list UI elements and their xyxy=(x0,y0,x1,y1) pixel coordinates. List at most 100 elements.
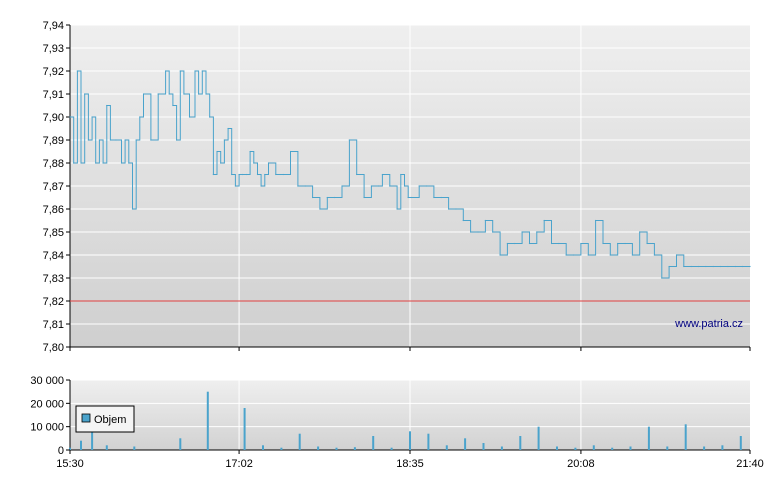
price-point xyxy=(216,150,218,153)
price-point xyxy=(595,219,597,222)
price-point xyxy=(697,265,700,268)
price-point xyxy=(617,242,619,245)
volume-bar xyxy=(537,426,540,450)
price-point xyxy=(106,104,108,107)
price-point xyxy=(157,93,159,95)
volume-bar xyxy=(721,445,724,450)
volume-bar xyxy=(133,446,136,450)
volume-bar xyxy=(69,447,71,450)
volume-bar xyxy=(703,446,706,450)
price-point xyxy=(675,254,678,256)
price-point xyxy=(102,162,104,164)
price-y-tick-label: 7,86 xyxy=(43,204,64,216)
price-point xyxy=(433,196,435,199)
price-point xyxy=(646,242,648,245)
price-point xyxy=(69,116,71,118)
price-point xyxy=(356,173,358,176)
price-point xyxy=(80,162,82,164)
volume-bar xyxy=(105,445,108,450)
price-y-tick-label: 7,81 xyxy=(43,319,64,331)
price-y-tick-label: 7,87 xyxy=(43,181,64,193)
price-point xyxy=(400,173,402,176)
price-point xyxy=(164,70,167,72)
price-point xyxy=(194,70,196,72)
price-point xyxy=(477,231,479,233)
volume-bar xyxy=(739,436,742,450)
volume-bar xyxy=(445,445,448,450)
price-point xyxy=(109,139,112,141)
price-point xyxy=(131,208,134,210)
volume-y-tick-label: 10 000 xyxy=(30,422,64,434)
volume-bar xyxy=(592,445,595,450)
price-point xyxy=(227,127,229,130)
price-y-ticks: 7,80 7,81 7,82 7,83 7,84 7,85 7,86 7,87 7,88 7,89… xyxy=(43,20,70,354)
price-point xyxy=(76,70,78,72)
volume-bar xyxy=(390,447,393,450)
price-point xyxy=(411,196,413,199)
price-point xyxy=(175,139,178,141)
price-y-tick-label: 7,94 xyxy=(43,20,64,32)
price-point xyxy=(639,231,641,233)
price-point xyxy=(609,254,611,256)
volume-bar xyxy=(684,424,687,450)
price-point xyxy=(396,208,398,210)
volume-legend: Objem xyxy=(75,405,135,433)
price-point xyxy=(418,185,420,187)
price-point xyxy=(179,70,181,72)
price-y-tick-label: 7,83 xyxy=(43,273,64,285)
legend-swatch-objem xyxy=(81,413,91,423)
price-point xyxy=(220,162,222,164)
price-y-tick-label: 7,82 xyxy=(43,296,64,308)
price-point xyxy=(470,231,472,233)
price-point xyxy=(550,242,553,245)
price-y-tick-label: 7,93 xyxy=(43,43,64,55)
volume-bar xyxy=(179,438,182,450)
volume-bar xyxy=(372,436,375,450)
volume-bar xyxy=(519,436,522,450)
volume-grid xyxy=(70,379,750,450)
price-point xyxy=(115,139,117,141)
price-point xyxy=(631,254,633,256)
price-point xyxy=(172,104,174,107)
price-point xyxy=(690,265,692,268)
price-point xyxy=(727,265,729,268)
price-point xyxy=(128,162,130,164)
legend-label-objem: Objem xyxy=(94,414,126,426)
price-point xyxy=(223,139,225,141)
price-point xyxy=(209,116,211,118)
price-point xyxy=(212,173,214,176)
price-point xyxy=(289,150,292,153)
volume-bar xyxy=(317,446,320,450)
price-point xyxy=(565,254,567,256)
price-point xyxy=(378,185,380,187)
volume-bar xyxy=(574,447,577,450)
price-point xyxy=(120,162,123,164)
volume-bar xyxy=(482,443,485,450)
price-y-tick-label: 7,91 xyxy=(43,89,64,101)
volume-bar xyxy=(409,431,411,450)
volume-x-ticks: 15:30 17:02 18:35 20:08 21:40 xyxy=(56,450,764,470)
price-point xyxy=(403,185,406,187)
price-point xyxy=(528,242,531,245)
volume-bar xyxy=(464,438,467,450)
price-point xyxy=(506,242,509,245)
price-point xyxy=(87,139,89,141)
price-points xyxy=(69,70,751,279)
price-point xyxy=(95,162,97,164)
volume-bar xyxy=(556,446,558,450)
price-point xyxy=(455,208,457,210)
x-tick-label: 21:40 xyxy=(736,458,764,470)
price-point xyxy=(135,139,137,141)
x-tick-label: 18:35 xyxy=(396,458,424,470)
price-point xyxy=(543,219,545,222)
price-point xyxy=(275,173,277,176)
price-point xyxy=(558,242,560,245)
volume-bar xyxy=(91,424,94,450)
price-point xyxy=(142,93,145,95)
price-point xyxy=(381,173,384,176)
price-point xyxy=(514,242,516,245)
price-point xyxy=(245,173,248,176)
price-point xyxy=(334,196,336,199)
volume-bar xyxy=(206,391,209,450)
